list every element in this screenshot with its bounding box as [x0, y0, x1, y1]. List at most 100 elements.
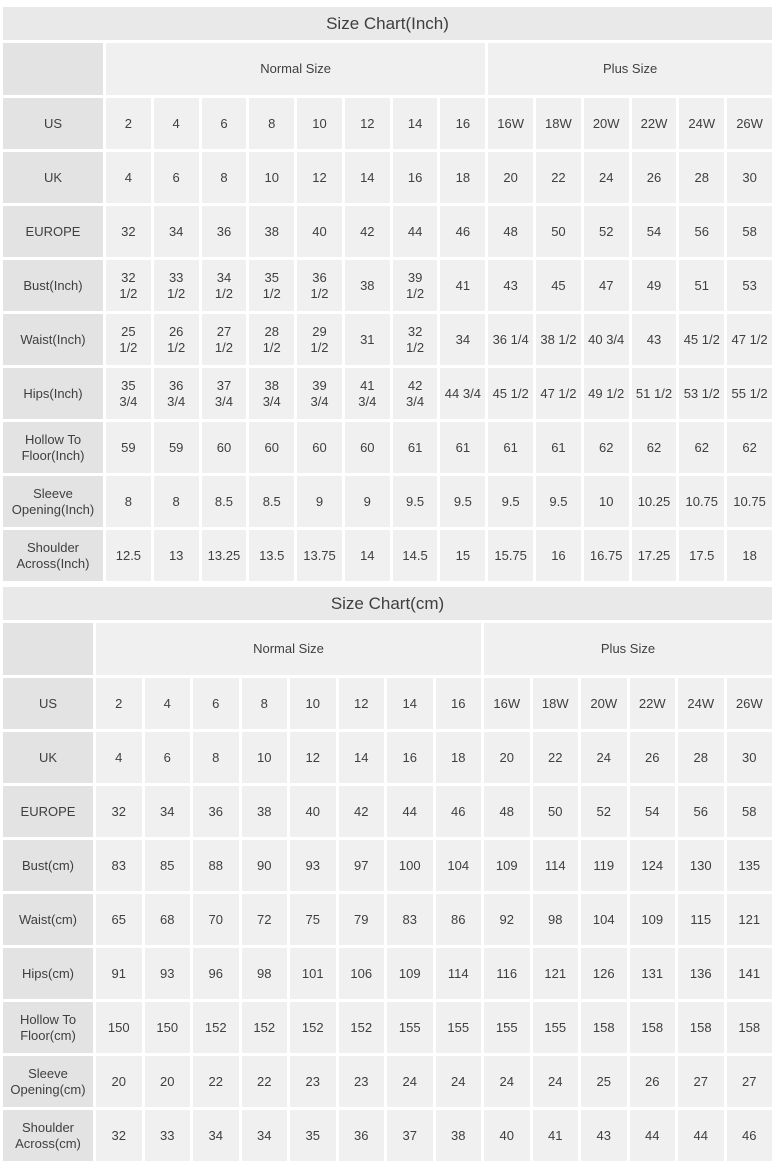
size-cell: 40 3/4	[583, 314, 629, 365]
size-cell: 4	[144, 678, 190, 729]
size-cell: 18W	[536, 98, 581, 149]
size-cell: 88	[193, 840, 239, 891]
size-cell: 26W	[726, 678, 772, 729]
size-cell: 58	[726, 786, 772, 837]
table-row: Hollow To Floor(Inch) 59 59 60 60 60 60 61 61 61 6…	[3, 422, 772, 473]
size-cell: 8	[249, 98, 295, 149]
size-cell: 85	[144, 840, 190, 891]
size-cell: 23	[338, 1056, 384, 1107]
table-row: UK 4 6 8 10 12 14 16 18 20 22 24 26 28 30	[3, 732, 772, 783]
size-cell: 72	[241, 894, 287, 945]
size-cell: 22	[241, 1056, 287, 1107]
size-cell: 62	[679, 422, 725, 473]
size-cell: 40	[290, 786, 336, 837]
size-cell: 46	[435, 786, 481, 837]
size-cell: 13.25	[201, 530, 247, 581]
size-cell: 61	[392, 422, 438, 473]
size-cell: 43	[488, 260, 534, 311]
size-cell: 56	[678, 786, 724, 837]
row-label: EUROPE	[3, 786, 93, 837]
table-row: UK 4 6 8 10 12 14 16 18 20 22 24 26 28 30	[3, 152, 772, 203]
size-cell: 8	[193, 732, 239, 783]
size-cell: 9	[344, 476, 390, 527]
size-cell: 92	[484, 894, 530, 945]
size-cell: 114	[435, 948, 481, 999]
size-cell: 37	[387, 1110, 433, 1161]
size-cell: 14	[392, 98, 438, 149]
size-cell: 36 3/4	[153, 368, 199, 419]
size-cell: 10	[249, 152, 295, 203]
size-cell: 13.5	[249, 530, 295, 581]
size-cell: 26 1/2	[153, 314, 199, 365]
size-cell: 12	[297, 152, 342, 203]
size-cell: 28 1/2	[249, 314, 295, 365]
size-cell: 56	[679, 206, 725, 257]
size-cell: 29 1/2	[297, 314, 342, 365]
size-cell: 36	[193, 786, 239, 837]
row-label: US	[3, 678, 93, 729]
size-cell: 26	[629, 1056, 675, 1107]
table-row: EUROPE 32 34 36 38 40 42 44 46 48 50 52 54 56 58	[3, 786, 772, 837]
size-cell: 18W	[532, 678, 578, 729]
size-cell: 6	[201, 98, 247, 149]
size-cell: 15	[440, 530, 486, 581]
size-cell: 8	[241, 678, 287, 729]
corner-blank-cell	[3, 623, 93, 675]
table-row: Hips(cm) 91 93 96 98 101 106 109 114 116 121 126 131…	[3, 948, 772, 999]
size-cell: 152	[241, 1002, 287, 1053]
size-cell: 45 1/2	[679, 314, 725, 365]
size-cell: 45	[536, 260, 581, 311]
size-cell: 114	[532, 840, 578, 891]
size-cell: 24	[581, 732, 627, 783]
size-cell: 32 1/2	[106, 260, 151, 311]
size-cell: 24	[532, 1056, 578, 1107]
size-cell: 32 1/2	[392, 314, 438, 365]
size-cell: 155	[532, 1002, 578, 1053]
size-cell: 12	[344, 98, 390, 149]
size-cell: 44	[629, 1110, 675, 1161]
size-cell: 152	[338, 1002, 384, 1053]
size-cell: 14.5	[392, 530, 438, 581]
size-cell: 68	[144, 894, 190, 945]
size-cell: 48	[484, 786, 530, 837]
table-row: EUROPE 32 34 36 38 40 42 44 46 48 50 52 54 56 58	[3, 206, 772, 257]
size-cell: 16	[435, 678, 481, 729]
size-cell: 126	[581, 948, 627, 999]
size-cell: 8.5	[249, 476, 295, 527]
size-cell: 20	[96, 1056, 142, 1107]
size-cell: 62	[583, 422, 629, 473]
table-row: US 2 4 6 8 10 12 14 16 16W 18W 20W 22W 24W 26W	[3, 678, 772, 729]
size-cell: 47 1/2	[536, 368, 581, 419]
size-cell: 22W	[629, 678, 675, 729]
size-cell: 40	[297, 206, 342, 257]
chart-title: Size Chart(cm)	[3, 587, 772, 620]
table-row: Waist(Inch) 25 1/2 26 1/2 27 1/2 28 1/2 29 1/…	[3, 314, 772, 365]
size-cell: 121	[726, 894, 772, 945]
size-cell: 20	[488, 152, 534, 203]
size-cell: 20W	[583, 98, 629, 149]
size-cell: 34	[144, 786, 190, 837]
row-label: Hips(cm)	[3, 948, 93, 999]
size-cell: 59	[153, 422, 199, 473]
size-cell: 38 3/4	[249, 368, 295, 419]
size-cell: 155	[387, 1002, 433, 1053]
size-cell: 39 1/2	[392, 260, 438, 311]
size-cell: 24W	[678, 678, 724, 729]
size-cell: 46	[440, 206, 486, 257]
size-cell: 150	[144, 1002, 190, 1053]
size-cell: 34	[440, 314, 486, 365]
size-cell: 16	[392, 152, 438, 203]
size-cell: 8.5	[201, 476, 247, 527]
size-cell: 61	[440, 422, 486, 473]
size-cell: 60	[344, 422, 390, 473]
size-cell: 36	[338, 1110, 384, 1161]
size-cell: 98	[241, 948, 287, 999]
size-cell: 115	[678, 894, 724, 945]
size-cell: 97	[338, 840, 384, 891]
size-cell: 104	[581, 894, 627, 945]
size-cell: 158	[581, 1002, 627, 1053]
size-cell: 17.5	[679, 530, 725, 581]
size-cell: 16W	[484, 678, 530, 729]
size-cell: 42 3/4	[392, 368, 438, 419]
size-cell: 106	[338, 948, 384, 999]
